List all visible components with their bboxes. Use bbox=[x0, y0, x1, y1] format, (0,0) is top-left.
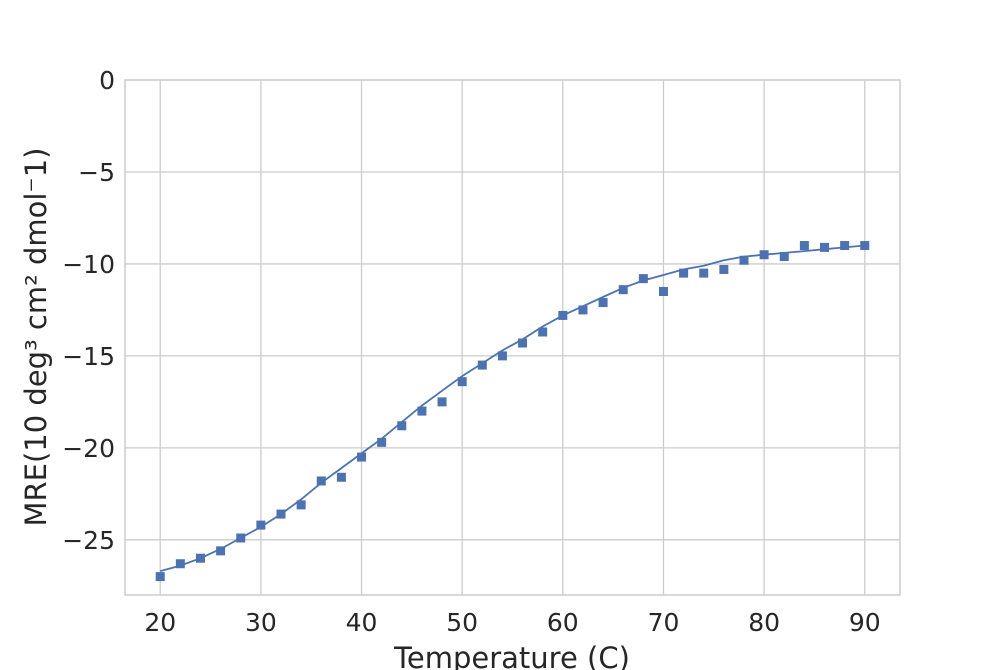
data-point bbox=[216, 546, 226, 556]
data-point bbox=[296, 500, 306, 510]
data-point bbox=[558, 310, 568, 320]
data-point bbox=[799, 241, 809, 251]
data-point bbox=[578, 305, 588, 315]
data-point bbox=[397, 421, 407, 431]
data-point bbox=[598, 298, 608, 308]
x-tick-label: 40 bbox=[346, 608, 378, 637]
x-tick-label: 50 bbox=[446, 608, 478, 637]
grid-lines bbox=[125, 79, 900, 595]
data-point bbox=[457, 377, 467, 387]
x-tick-label: 20 bbox=[144, 608, 176, 637]
y-tick-labels: 0 −5 −10 −15 −20 −25 bbox=[62, 66, 115, 555]
data-point bbox=[276, 509, 286, 519]
y-tick-label: 0 bbox=[99, 66, 115, 95]
data-point bbox=[658, 287, 668, 297]
x-tick-label: 80 bbox=[748, 608, 780, 637]
data-point bbox=[437, 397, 447, 407]
y-tick-label: −15 bbox=[62, 342, 115, 371]
fit-line-layer bbox=[159, 244, 865, 572]
data-point bbox=[638, 274, 648, 284]
data-point bbox=[377, 437, 387, 447]
data-point bbox=[195, 553, 205, 563]
data-point bbox=[155, 572, 165, 582]
data-point bbox=[497, 351, 507, 361]
data-point bbox=[820, 242, 830, 252]
x-tick-label: 70 bbox=[648, 608, 680, 637]
data-point bbox=[779, 252, 789, 262]
y-tick-label: −10 bbox=[62, 250, 115, 279]
data-point bbox=[477, 360, 487, 370]
x-tick-label: 60 bbox=[547, 608, 579, 637]
data-point bbox=[538, 327, 548, 337]
data-point bbox=[618, 285, 628, 295]
data-point bbox=[719, 264, 729, 274]
data-point bbox=[860, 241, 870, 251]
data-point bbox=[175, 559, 185, 569]
y-axis-label: MRE(10 deg³ cm² dmol⁻1) bbox=[19, 148, 53, 527]
data-point bbox=[417, 406, 427, 416]
data-point bbox=[256, 520, 266, 530]
data-point bbox=[840, 241, 850, 251]
data-point bbox=[679, 268, 689, 278]
data-point bbox=[236, 533, 246, 543]
x-tick-label: 90 bbox=[849, 608, 881, 637]
plot-frame bbox=[124, 79, 901, 596]
y-tick-label: −20 bbox=[62, 434, 115, 463]
data-point bbox=[699, 268, 709, 278]
y-tick-label: −5 bbox=[78, 158, 115, 187]
x-tick-labels: 20 30 40 50 60 70 80 90 bbox=[144, 608, 880, 637]
data-point bbox=[739, 255, 749, 265]
data-point bbox=[316, 476, 326, 486]
x-tick-label: 30 bbox=[245, 608, 277, 637]
data-point bbox=[759, 250, 769, 260]
data-point bbox=[518, 338, 528, 348]
data-point bbox=[336, 472, 346, 482]
fit-line bbox=[159, 244, 865, 572]
y-tick-label: −25 bbox=[62, 526, 115, 555]
x-axis-label: Temperature (C) bbox=[393, 641, 630, 670]
data-point bbox=[357, 452, 367, 462]
data-points-layer bbox=[155, 241, 870, 582]
